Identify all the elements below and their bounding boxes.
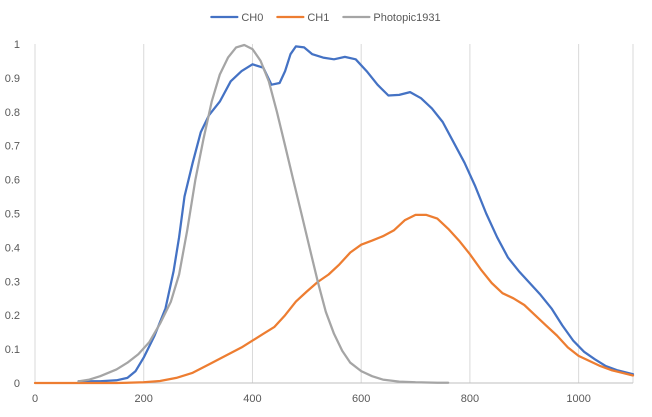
gridlines bbox=[143, 44, 634, 383]
y-tick-label: 1 bbox=[14, 39, 20, 51]
y-tick-label: 0.2 bbox=[5, 310, 20, 322]
legend-item-ch0: CH0 bbox=[210, 12, 263, 24]
legend-label: CH1 bbox=[307, 12, 329, 24]
legend-item-ch1: CH1 bbox=[276, 12, 329, 24]
y-tick-label: 0 bbox=[14, 378, 20, 390]
series-line-ch0 bbox=[77, 45, 635, 383]
legend-item-photopic1931: Photopic1931 bbox=[342, 12, 441, 24]
x-tick-label: 200 bbox=[135, 393, 153, 405]
y-tick-label: 0.6 bbox=[5, 175, 20, 187]
y-tick-label: 0.7 bbox=[5, 141, 20, 153]
y-tick-label: 0.9 bbox=[5, 73, 20, 85]
legend-label: CH0 bbox=[241, 12, 263, 24]
y-tick-label: 0.8 bbox=[5, 107, 20, 119]
x-tick-label: 1000 bbox=[566, 393, 590, 405]
series-line-ch1 bbox=[33, 213, 635, 385]
y-tick-labels: 0 0.1 0.2 0.3 0.4 0.5 0.6 0.7 0.8 0.9 1 bbox=[5, 39, 20, 390]
x-tick-label: 0 bbox=[32, 393, 38, 405]
x-tick-label: 600 bbox=[352, 393, 370, 405]
y-tick-label: 0.4 bbox=[5, 242, 20, 254]
x-tick-labels: 0 200 400 600 800 1000 bbox=[32, 393, 591, 405]
y-tick-label: 0.3 bbox=[5, 276, 20, 288]
series-line-photopic1931 bbox=[77, 43, 450, 384]
y-tick-label: 0.1 bbox=[5, 344, 20, 356]
x-tick-label: 800 bbox=[461, 393, 479, 405]
x-tick-label: 400 bbox=[243, 393, 261, 405]
series-lines bbox=[33, 43, 635, 385]
legend-label: Photopic1931 bbox=[373, 12, 440, 24]
legend: CH0 CH1 Photopic1931 bbox=[210, 12, 441, 24]
y-tick-label: 0.5 bbox=[5, 209, 20, 221]
